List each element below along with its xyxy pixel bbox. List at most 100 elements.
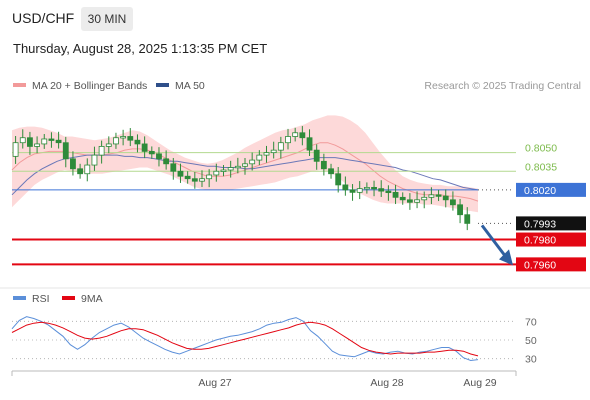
candle-body xyxy=(356,188,363,193)
candle-body xyxy=(299,132,306,139)
candle-body xyxy=(19,137,26,144)
candle-body xyxy=(199,178,205,182)
candle-body xyxy=(220,169,227,172)
candle-body xyxy=(249,159,256,165)
candle-body xyxy=(156,153,162,160)
candle-body xyxy=(406,199,413,203)
candle-body xyxy=(70,158,76,170)
candle-body xyxy=(134,139,141,145)
candle-body xyxy=(392,191,399,198)
level-label-0.7993: 0.7993 xyxy=(524,218,556,230)
candle-body xyxy=(48,138,55,141)
candle-body xyxy=(242,163,248,167)
candle-body xyxy=(148,150,155,155)
candle-body xyxy=(177,170,184,177)
candle-body xyxy=(12,142,19,157)
rsi-tick-70: 70 xyxy=(525,316,537,328)
rsi-tick-50: 50 xyxy=(525,335,537,347)
x-tick-label: Aug 29 xyxy=(463,377,496,389)
candle-body xyxy=(335,173,342,186)
credit-text: Research © 2025 Trading Central xyxy=(424,80,581,92)
candle-body xyxy=(77,168,84,175)
candle-body xyxy=(292,132,299,137)
9ma-swatch-icon xyxy=(62,296,75,301)
level-label-0.8035: 0.8035 xyxy=(525,161,557,173)
candle-body xyxy=(435,194,442,197)
candle-body xyxy=(91,154,98,166)
candle-body xyxy=(442,195,449,201)
legend-ma50-label: MA 50 xyxy=(175,80,205,92)
candle-body xyxy=(141,143,148,152)
legend-bollinger: MA 20 + Bollinger Bands xyxy=(13,80,147,92)
level-label-0.7960: 0.7960 xyxy=(524,259,556,271)
candle-body xyxy=(399,196,406,201)
x-tick-label: Aug 28 xyxy=(370,377,403,389)
forecast-arrow-head-icon xyxy=(499,249,513,266)
support-tag xyxy=(516,232,586,247)
candle-body xyxy=(120,136,127,139)
chart-header: USD/CHF 30 MIN xyxy=(0,0,590,36)
candle-body xyxy=(184,175,191,180)
timeframe-button[interactable]: 30 MIN xyxy=(81,7,133,31)
candle-body xyxy=(306,137,313,151)
ma50-swatch-icon xyxy=(156,83,169,88)
legend-rsi: RSI xyxy=(13,293,50,305)
timestamp: Thursday, August 28, 2025 1:13:35 PM CET xyxy=(13,41,268,56)
candle-body xyxy=(349,189,356,193)
candle-body xyxy=(213,170,220,176)
candle-body xyxy=(27,137,33,147)
last-price-tag xyxy=(516,216,586,231)
candle-body xyxy=(98,146,105,156)
candle-body xyxy=(414,199,420,203)
level-label-0.8020: 0.8020 xyxy=(524,185,556,197)
candle-body xyxy=(256,154,263,161)
candle-body xyxy=(105,143,112,147)
candle-body xyxy=(313,149,320,162)
support-tag xyxy=(516,257,586,272)
candle-body xyxy=(227,167,234,171)
candle-body xyxy=(378,188,385,192)
candle-body xyxy=(428,194,435,198)
candle-body xyxy=(163,158,170,165)
candle-body xyxy=(34,143,41,147)
rsi-9ma-line xyxy=(11,321,479,357)
rsi-swatch-icon xyxy=(13,296,26,301)
candle-body xyxy=(342,184,349,191)
legend-9ma-label: 9MA xyxy=(81,293,103,305)
candle-body xyxy=(328,168,334,175)
forecast-arrow-shaft xyxy=(480,224,509,260)
legend-ma50: MA 50 xyxy=(156,80,205,92)
candle-body xyxy=(191,178,198,182)
legend-rsi-label: RSI xyxy=(32,293,50,305)
candle-body xyxy=(363,186,370,190)
candle-body xyxy=(84,164,91,175)
legend-bollinger-label: MA 20 + Bollinger Bands xyxy=(32,80,148,92)
candle-body xyxy=(320,160,327,170)
x-tick-label: Aug 27 xyxy=(198,377,231,389)
legend-9ma: 9MA xyxy=(62,293,103,305)
candle-body xyxy=(421,196,428,201)
candle-body xyxy=(206,174,213,180)
candle-body xyxy=(449,199,456,206)
candle-body xyxy=(234,165,241,169)
level-label-0.8050: 0.8050 xyxy=(525,143,557,155)
bollinger-swatch-icon xyxy=(13,83,26,88)
candle-body xyxy=(62,142,69,160)
candle-body xyxy=(277,142,284,151)
candle-body xyxy=(385,190,392,194)
rsi-line xyxy=(11,316,479,362)
candle-body xyxy=(41,138,48,145)
candle-body xyxy=(263,152,270,156)
candle-body xyxy=(371,186,377,190)
candle-body xyxy=(457,204,463,216)
symbol-label: USD/CHF xyxy=(12,10,75,26)
candle-body xyxy=(170,163,177,172)
candle-body xyxy=(113,137,119,145)
candle-body xyxy=(285,136,291,144)
candle-body xyxy=(127,136,134,141)
candle-body xyxy=(55,139,62,144)
rsi-tick-30: 30 xyxy=(525,354,537,366)
candle-body xyxy=(270,149,277,154)
candle-body xyxy=(464,214,471,224)
